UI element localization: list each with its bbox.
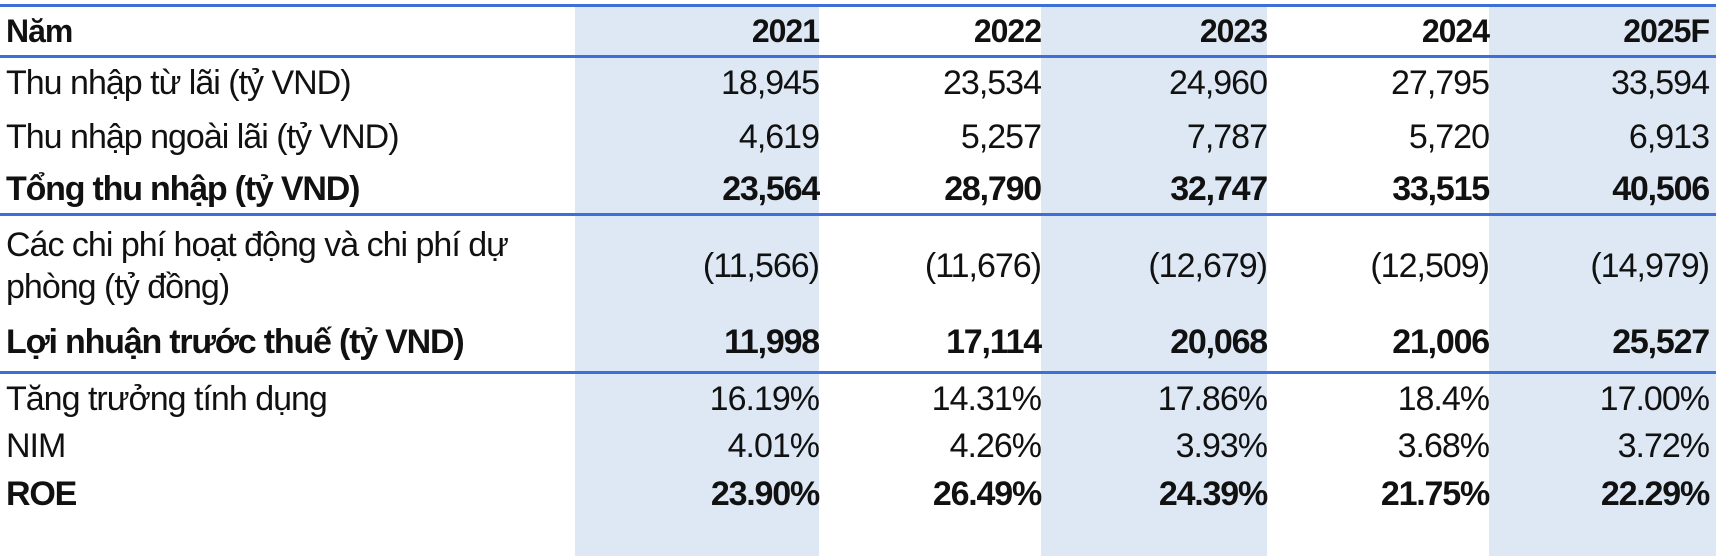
row-label: ROE bbox=[6, 474, 77, 513]
row-value: 23,564 bbox=[722, 169, 820, 208]
row-value: (12,509) bbox=[1370, 247, 1490, 285]
table-row: Thu nhập từ lãi (tỷ VND) 18,945 23,534 2… bbox=[0, 58, 1716, 108]
shade-col-2021 bbox=[575, 4, 819, 556]
row-value: (14,979) bbox=[1590, 247, 1710, 285]
row-label: Tổng thu nhập (tỷ VND) bbox=[6, 169, 360, 208]
row-value: 18,945 bbox=[721, 63, 820, 102]
row-value: (11,566) bbox=[702, 247, 820, 285]
row-value: 17,114 bbox=[946, 322, 1042, 361]
table-row: Các chi phí hoạt động và chi phí dự phòn… bbox=[0, 218, 1716, 314]
row-value: 25,527 bbox=[1612, 322, 1710, 361]
row-value: 20,068 bbox=[1170, 322, 1268, 361]
row-value: 40,506 bbox=[1612, 169, 1710, 208]
row-label: Thu nhập ngoài lãi (tỷ VND) bbox=[6, 117, 400, 156]
row-value: 3.72% bbox=[1617, 426, 1710, 465]
row-label: Tăng trưởng tính dụng bbox=[6, 379, 328, 418]
row-value: 32,747 bbox=[1170, 169, 1268, 208]
header-label: Năm bbox=[6, 12, 73, 49]
rule-below-total-income bbox=[0, 213, 1716, 216]
row-label: Thu nhập từ lãi (tỷ VND) bbox=[6, 63, 352, 102]
row-label: NIM bbox=[6, 426, 66, 465]
row-value: 3.68% bbox=[1397, 426, 1490, 465]
row-value: 33,515 bbox=[1392, 169, 1490, 208]
row-value: 23.90% bbox=[710, 474, 820, 513]
row-value: 18.4% bbox=[1397, 379, 1490, 418]
row-value: 26.49% bbox=[932, 474, 1042, 513]
row-value: 22.29% bbox=[1600, 474, 1710, 513]
row-value: 16.19% bbox=[709, 379, 820, 418]
rule-top bbox=[0, 4, 1716, 7]
row-label: Các chi phí hoạt động và chi phí dự phòn… bbox=[6, 226, 509, 306]
row-value: 3.93% bbox=[1175, 426, 1268, 465]
row-value: 21,006 bbox=[1392, 322, 1490, 361]
table-row-pretax-profit: Lợi nhuận trước thuế (tỷ VND) 11,998 17,… bbox=[0, 316, 1716, 368]
row-value: 4.26% bbox=[949, 426, 1042, 465]
rule-below-header bbox=[0, 55, 1716, 58]
shade-col-2025f bbox=[1489, 4, 1716, 556]
table-row-roe: ROE 23.90% 26.49% 24.39% 21.75% 22.29% bbox=[0, 469, 1716, 519]
row-value: 17.00% bbox=[1599, 379, 1710, 418]
header-year: 2022 bbox=[973, 12, 1042, 49]
row-value: 33,594 bbox=[1611, 63, 1710, 102]
row-value: 7,787 bbox=[1186, 117, 1268, 156]
header-row: Năm 2021 2022 2023 2024 2025F bbox=[0, 8, 1716, 54]
table-row-total-income: Tổng thu nhập (tỷ VND) 23,564 28,790 32,… bbox=[0, 164, 1716, 214]
row-value: 23,534 bbox=[943, 63, 1042, 102]
table-row: Thu nhập ngoài lãi (tỷ VND) 4,619 5,257 … bbox=[0, 110, 1716, 164]
row-value: 5,720 bbox=[1408, 117, 1490, 156]
row-value: 4,619 bbox=[738, 117, 820, 156]
row-value: 24,960 bbox=[1169, 63, 1268, 102]
row-value: 24.39% bbox=[1158, 474, 1268, 513]
row-value: 11,998 bbox=[724, 322, 820, 361]
row-value: 6,913 bbox=[1628, 117, 1710, 156]
header-year: 2023 bbox=[1199, 12, 1268, 49]
header-year: 2025F bbox=[1623, 12, 1710, 49]
row-value: 21.75% bbox=[1380, 474, 1490, 513]
rule-below-pretax-profit bbox=[0, 371, 1716, 374]
row-value: 28,790 bbox=[944, 169, 1042, 208]
shade-col-2023 bbox=[1041, 4, 1267, 556]
row-label: Lợi nhuận trước thuế (tỷ VND) bbox=[6, 322, 465, 361]
header-year: 2024 bbox=[1421, 12, 1490, 49]
row-value: 5,257 bbox=[960, 117, 1042, 156]
row-value: (12,679) bbox=[1148, 247, 1268, 285]
row-value: (11,676) bbox=[924, 247, 1042, 285]
row-value: 27,795 bbox=[1391, 63, 1490, 102]
row-value: 14.31% bbox=[931, 379, 1042, 418]
table-row: Tăng trưởng tính dụng 16.19% 14.31% 17.8… bbox=[0, 375, 1716, 423]
table-row: NIM 4.01% 4.26% 3.93% 3.68% 3.72% bbox=[0, 423, 1716, 469]
row-value: 17.86% bbox=[1157, 379, 1268, 418]
row-value: 4.01% bbox=[727, 426, 820, 465]
header-year: 2021 bbox=[751, 12, 820, 49]
